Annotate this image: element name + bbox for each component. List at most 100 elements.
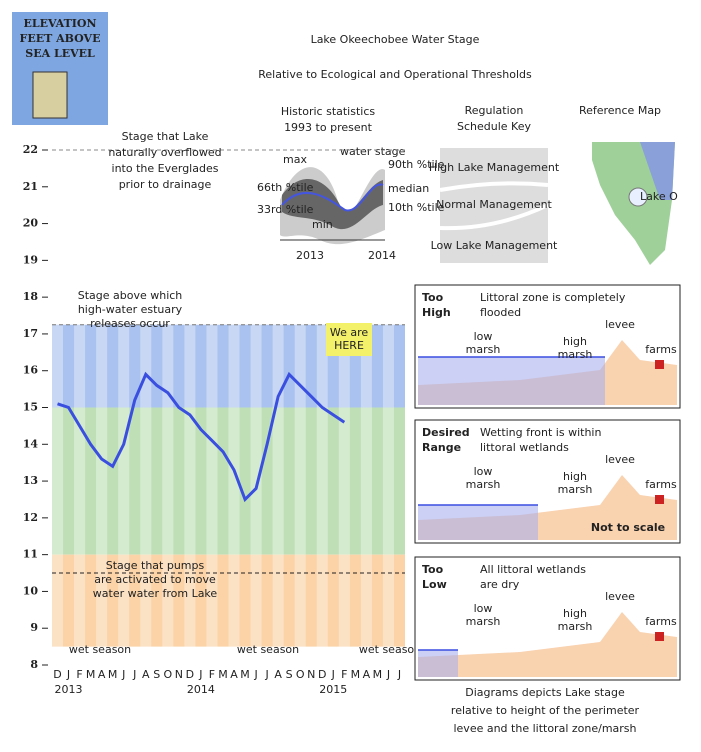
water: [418, 650, 458, 677]
y-tick-label: 12: [23, 511, 38, 524]
month-stripe: [382, 324, 394, 647]
x-tick-label: D: [53, 668, 61, 681]
panel-marker: marsh: [466, 615, 501, 628]
annotation: are activated to move: [94, 573, 216, 586]
panel-marker: high: [563, 335, 587, 348]
y-tick-label: 13: [23, 474, 38, 487]
historic-label: median: [388, 182, 429, 195]
historic-label: min: [312, 218, 333, 231]
month-stripe: [360, 324, 372, 647]
threshold-zone: [52, 554, 405, 647]
water: [418, 357, 605, 405]
x-tick-label: F: [341, 668, 347, 681]
regulation-zone: High Lake Management: [429, 161, 560, 174]
annotation: prior to drainage: [119, 178, 212, 191]
x-tick-label: D: [186, 668, 194, 681]
regulation-lines: [439, 181, 549, 231]
panel-marker: marsh: [558, 620, 593, 633]
x-tick-label: M: [373, 668, 383, 681]
footer: relative to height of the perimeter: [451, 704, 640, 717]
panel-marker: levee: [605, 318, 635, 331]
x-tick-label: A: [98, 668, 106, 681]
historic-label: water stage: [340, 145, 406, 158]
y-tick-label: 20: [23, 217, 39, 230]
map-label: Lake O: [640, 190, 678, 203]
x-tick-label: F: [209, 668, 215, 681]
panel-marker: marsh: [466, 343, 501, 356]
regulation-box: [440, 148, 548, 263]
map-title: Reference Map: [579, 104, 661, 117]
annotation: Stage that Lake: [122, 130, 209, 143]
annotation: water water from Lake: [93, 587, 218, 600]
annotation: into the Everglades: [112, 162, 219, 175]
wet-season: wet season: [69, 643, 131, 656]
month-stripe: [338, 324, 350, 647]
month-stripe: [118, 324, 130, 647]
panel-label: Low: [422, 578, 447, 591]
historic-label: max: [283, 153, 307, 166]
y-tick-label: 15: [23, 401, 38, 414]
panel-marker: low: [474, 602, 493, 615]
month-stripe: [272, 324, 284, 647]
historic-core: [282, 178, 383, 230]
historic-label: 10th %tile: [388, 201, 445, 214]
panel-note: Not to scale: [591, 521, 665, 534]
annotation: Stage that pumps: [106, 559, 205, 572]
regulation-title: Regulation: [465, 104, 524, 117]
panel-marker: farms: [645, 478, 677, 491]
panel-marker: farms: [645, 343, 677, 356]
panel-marker: levee: [605, 453, 635, 466]
y-tick-label: 17: [23, 327, 38, 340]
threshold-zone: [52, 407, 405, 555]
map-lake: [628, 187, 648, 207]
y-tick-label: 8: [30, 658, 38, 671]
y-tick-label: 10: [23, 584, 39, 597]
panel-marker: low: [474, 465, 493, 478]
panel-marker: marsh: [558, 483, 593, 496]
month-stripe: [140, 324, 152, 647]
historic-subtitle: 1993 to present: [284, 121, 373, 134]
stage-line: [57, 371, 346, 503]
historic-year: 2013: [296, 249, 324, 262]
panel-marker: marsh: [466, 478, 501, 491]
x-tick-label: M: [218, 668, 228, 681]
x-tick-label: J: [386, 668, 390, 681]
x-tick-label: J: [253, 668, 257, 681]
footer: levee and the littoral zone/marsh: [453, 722, 636, 735]
x-tick-label: M: [240, 668, 250, 681]
annotation: releases occur: [90, 317, 170, 330]
logo-text: SEA LEVEL: [25, 47, 95, 60]
historic-year: 2014: [368, 249, 396, 262]
panel-marker: farms: [645, 615, 677, 628]
x-tick-label: J: [397, 668, 401, 681]
month-stripe: [96, 324, 108, 647]
y-tick-label: 16: [23, 364, 39, 377]
annotation: high-water estuary: [78, 303, 183, 316]
panel-marker: levee: [605, 590, 635, 603]
panel-text: flooded: [480, 306, 521, 319]
x-tick-label: J: [198, 668, 202, 681]
x-tick-label: O: [163, 668, 172, 681]
x-tick-label: J: [132, 668, 136, 681]
x-tick-label: J: [66, 668, 70, 681]
annotation: We are: [330, 326, 369, 339]
wet-season: wet season: [359, 643, 421, 656]
y-tick-label: 22: [23, 143, 38, 156]
panel-label: Too: [422, 291, 444, 304]
month-stripe: [52, 324, 64, 647]
x-tick-label: O: [296, 668, 305, 681]
y-tick-label: 11: [23, 548, 38, 561]
regulation-title: Schedule Key: [457, 120, 531, 133]
y-tick-label: 14: [23, 437, 39, 450]
year-label: 2014: [187, 683, 215, 696]
y-tick-label: 18: [23, 290, 39, 303]
logo-text: FEET ABOVE: [20, 32, 101, 45]
y-tick-label: 9: [30, 621, 38, 634]
annotation: HERE: [334, 339, 364, 352]
title: Lake Okeechobee Water Stage: [311, 33, 480, 46]
water: [418, 505, 538, 540]
panel-marker: low: [474, 330, 493, 343]
x-tick-label: S: [153, 668, 160, 681]
x-tick-label: M: [351, 668, 361, 681]
